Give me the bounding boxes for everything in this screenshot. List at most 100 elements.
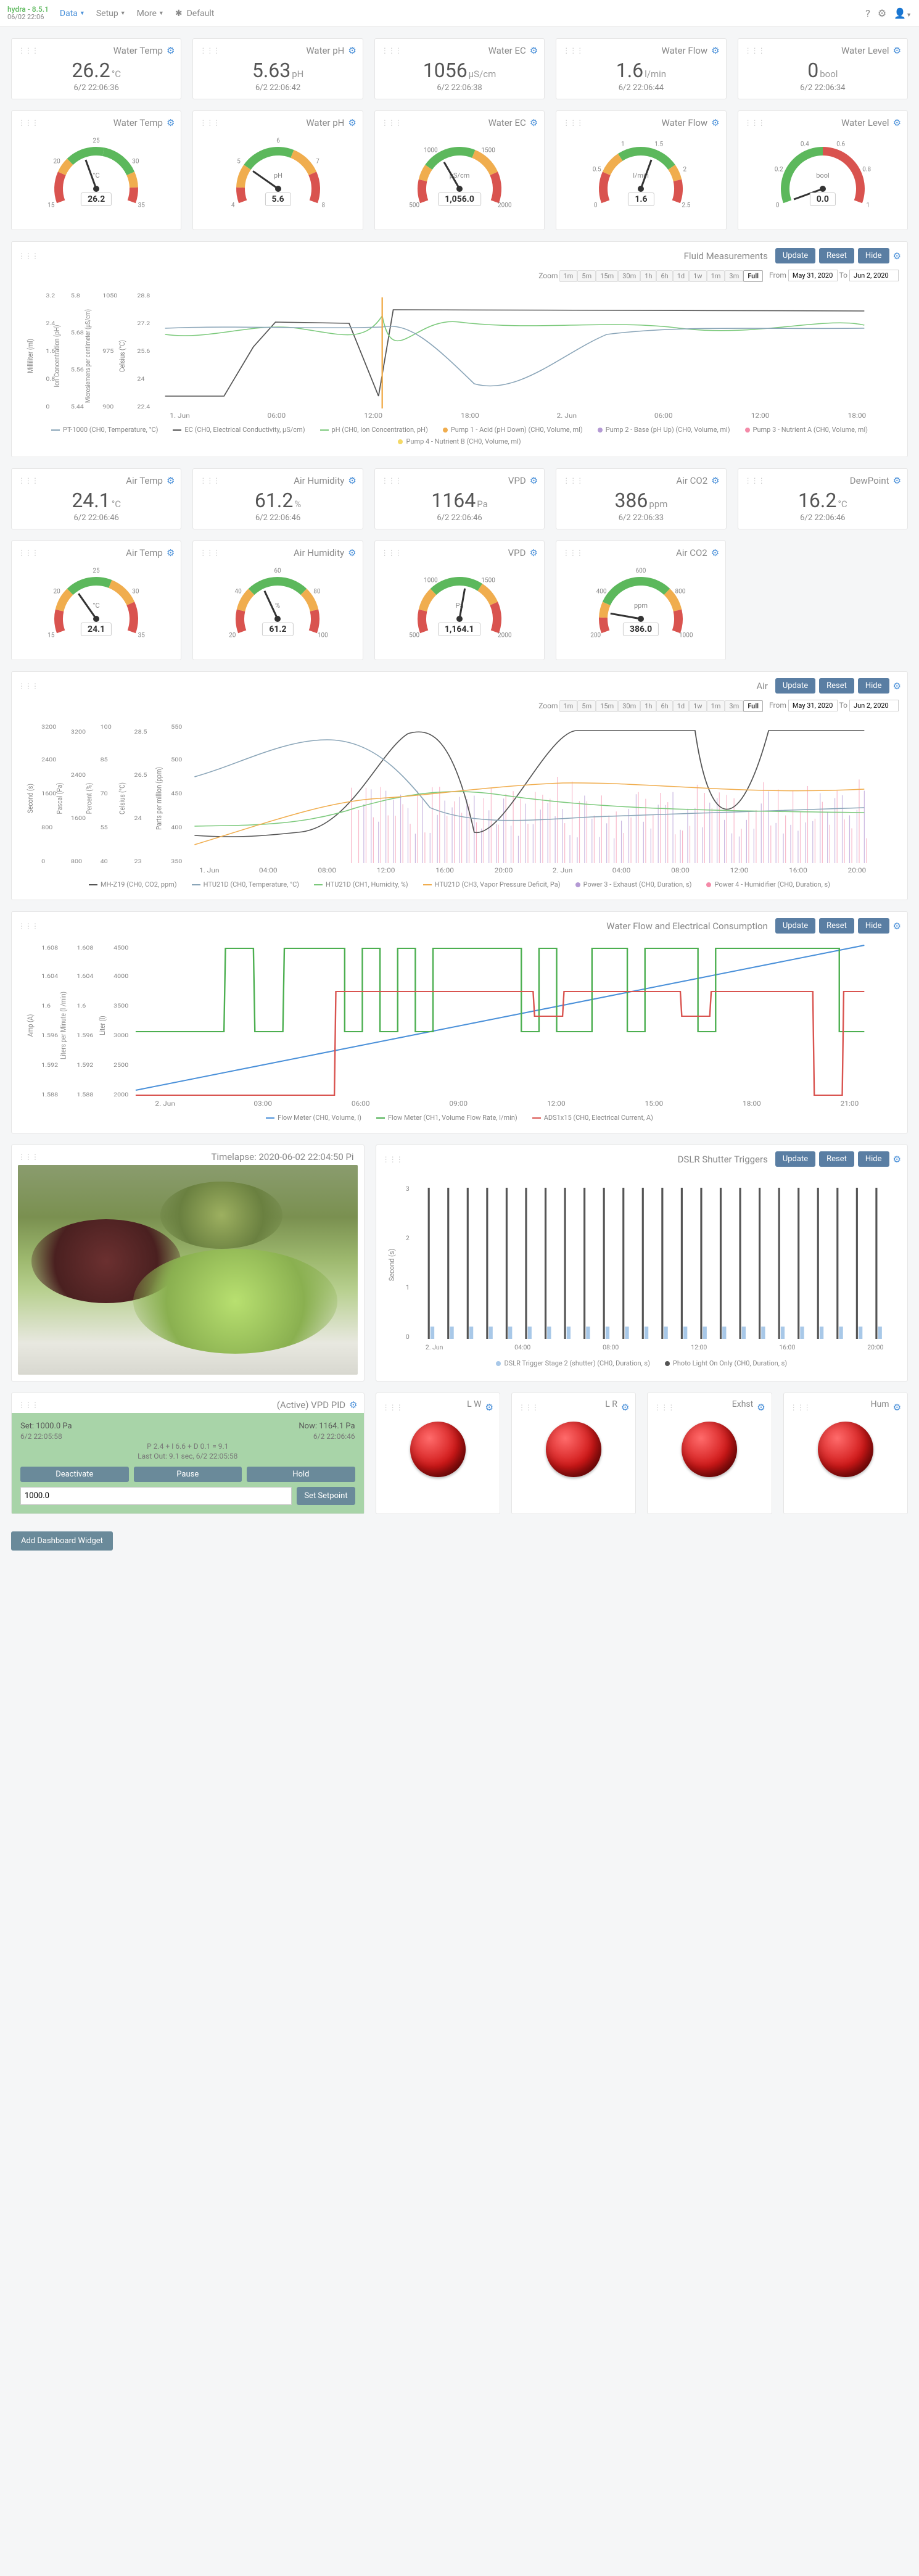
zoom-6h[interactable]: 6h bbox=[656, 270, 672, 282]
drag-handle-icon[interactable]: ⋮⋮⋮ bbox=[18, 682, 38, 690]
gear-icon[interactable]: ⚙ bbox=[530, 117, 538, 128]
nav-setup[interactable]: Setup▼ bbox=[96, 9, 126, 19]
gear-icon[interactable]: ⚙ bbox=[893, 475, 901, 486]
drag-handle-icon[interactable]: ⋮⋮⋮ bbox=[518, 1403, 538, 1412]
air-chart[interactable]: Second (s) Pascal (Pa) Percent (%) Celsi… bbox=[18, 715, 901, 876]
zoom-1h[interactable]: 1h bbox=[640, 270, 656, 282]
drag-handle-icon[interactable]: ⋮⋮⋮ bbox=[18, 476, 38, 485]
legend-item[interactable]: Power 3 - Exhaust (CH0, Duration, s) bbox=[575, 880, 692, 888]
hide-button[interactable]: Hide bbox=[858, 678, 889, 694]
drag-handle-icon[interactable]: ⋮⋮⋮ bbox=[563, 46, 583, 55]
gear-icon[interactable]: ⚙ bbox=[711, 547, 719, 558]
zoom-1m[interactable]: 1m bbox=[707, 700, 725, 712]
drag-handle-icon[interactable]: ⋮⋮⋮ bbox=[381, 118, 402, 127]
drag-handle-icon[interactable]: ⋮⋮⋮ bbox=[199, 549, 220, 557]
zoom-3m[interactable]: 3m bbox=[725, 700, 743, 712]
from-date-input[interactable] bbox=[788, 700, 838, 711]
add-widget-button[interactable]: Add Dashboard Widget bbox=[11, 1531, 113, 1551]
legend-item[interactable]: pH (CH0, Ion Concentration, pH) bbox=[320, 426, 428, 434]
gear-icon[interactable]: ⚙ bbox=[529, 547, 537, 558]
zoom-1w[interactable]: 1w bbox=[689, 270, 706, 282]
zoom-1d[interactable]: 1d bbox=[673, 270, 689, 282]
pause-button[interactable]: Pause bbox=[134, 1467, 242, 1482]
zoom-3m[interactable]: 3m bbox=[725, 270, 743, 282]
drag-handle-icon[interactable]: ⋮⋮⋮ bbox=[382, 1155, 403, 1164]
legend-item[interactable]: DSLR Trigger Stage 2 (shutter) (CH0, Dur… bbox=[496, 1359, 649, 1367]
legend-item[interactable]: Pump 3 - Nutrient A (CH0, Volume, ml) bbox=[745, 426, 868, 434]
gear-icon[interactable]: ⚙ bbox=[711, 45, 719, 56]
gear-icon[interactable]: ⚙ bbox=[530, 475, 538, 486]
deactivate-button[interactable]: Deactivate bbox=[20, 1467, 129, 1482]
zoom-15m[interactable]: 15m bbox=[596, 270, 618, 282]
drag-handle-icon[interactable]: ⋮⋮⋮ bbox=[744, 118, 765, 127]
drag-handle-icon[interactable]: ⋮⋮⋮ bbox=[18, 118, 38, 127]
zoom-30m[interactable]: 30m bbox=[618, 700, 640, 712]
from-date-input[interactable] bbox=[788, 270, 838, 281]
drag-handle-icon[interactable]: ⋮⋮⋮ bbox=[199, 118, 220, 127]
gear-icon[interactable]: ⚙ bbox=[348, 547, 356, 558]
zoom-1m[interactable]: 1m bbox=[559, 700, 578, 712]
nav-data[interactable]: Data▼ bbox=[60, 9, 85, 19]
legend-item[interactable]: HTU21D (CH3, Vapor Pressure Deficit, Pa) bbox=[423, 880, 561, 888]
update-button[interactable]: Update bbox=[775, 918, 815, 934]
to-date-input[interactable] bbox=[849, 270, 899, 281]
gear-icon[interactable]: ⚙ bbox=[893, 1154, 901, 1165]
gear-icon[interactable]: ⚙ bbox=[167, 475, 175, 486]
gear-icon[interactable]: ⚙ bbox=[893, 681, 901, 692]
drag-handle-icon[interactable]: ⋮⋮⋮ bbox=[654, 1403, 674, 1412]
zoom-Full[interactable]: Full bbox=[743, 270, 763, 282]
zoom-Full[interactable]: Full bbox=[743, 700, 763, 712]
zoom-5m[interactable]: 5m bbox=[577, 270, 596, 282]
gear-icon[interactable]: ⚙ bbox=[348, 117, 356, 128]
gear-icon[interactable]: ⚙ bbox=[711, 117, 719, 128]
legend-item[interactable]: EC (CH0, Electrical Conductivity, μS/cm) bbox=[173, 426, 305, 434]
drag-handle-icon[interactable]: ⋮⋮⋮ bbox=[18, 46, 38, 55]
gear-icon[interactable]: ⚙ bbox=[167, 117, 175, 128]
zoom-1m[interactable]: 1m bbox=[707, 270, 725, 282]
gear-icon[interactable]: ⚙ bbox=[167, 45, 175, 56]
gear-icon[interactable]: ⚙ bbox=[893, 251, 901, 262]
update-button[interactable]: Update bbox=[775, 678, 815, 694]
legend-item[interactable]: Pump 2 - Base (pH Up) (CH0, Volume, ml) bbox=[598, 426, 730, 434]
legend-item[interactable]: Power 4 - Humidifier (CH0, Duration, s) bbox=[706, 880, 830, 888]
setpoint-input[interactable] bbox=[20, 1487, 292, 1505]
legend-item[interactable]: HTU21D (CH0, Temperature, °C) bbox=[192, 880, 299, 888]
drag-handle-icon[interactable]: ⋮⋮⋮ bbox=[744, 46, 765, 55]
reset-button[interactable]: Reset bbox=[819, 918, 854, 934]
drag-handle-icon[interactable]: ⋮⋮⋮ bbox=[18, 252, 38, 260]
drag-handle-icon[interactable]: ⋮⋮⋮ bbox=[18, 549, 38, 557]
legend-item[interactable]: Photo Light On Only (CH0, Duration, s) bbox=[665, 1359, 787, 1367]
zoom-1w[interactable]: 1w bbox=[689, 700, 706, 712]
drag-handle-icon[interactable]: ⋮⋮⋮ bbox=[18, 1401, 38, 1409]
gear-icon[interactable]: ⚙ bbox=[711, 475, 719, 486]
gear-icon[interactable]: ⚙ bbox=[893, 1402, 901, 1413]
shutter-chart[interactable]: Second (s) 0123 2. Jun04:0008:0012:0016:… bbox=[382, 1169, 901, 1354]
drag-handle-icon[interactable]: ⋮⋮⋮ bbox=[381, 476, 402, 485]
legend-item[interactable]: HTU21D (CH1, Humidity, %) bbox=[314, 880, 408, 888]
legend-item[interactable]: MH-Z19 (CH0, CO2, ppm) bbox=[89, 880, 177, 888]
help-icon[interactable]: ? bbox=[865, 7, 870, 19]
gear-icon[interactable]: ⚙ bbox=[893, 921, 901, 932]
drag-handle-icon[interactable]: ⋮⋮⋮ bbox=[199, 46, 220, 55]
hide-button[interactable]: Hide bbox=[858, 918, 889, 934]
drag-handle-icon[interactable]: ⋮⋮⋮ bbox=[199, 476, 220, 485]
legend-item[interactable]: Flow Meter (CH1, Volume Flow Rate, l/min… bbox=[376, 1114, 517, 1122]
drag-handle-icon[interactable]: ⋮⋮⋮ bbox=[563, 118, 583, 127]
drag-handle-icon[interactable]: ⋮⋮⋮ bbox=[563, 476, 583, 485]
zoom-1d[interactable]: 1d bbox=[673, 700, 689, 712]
hide-button[interactable]: Hide bbox=[858, 1151, 889, 1167]
reset-button[interactable]: Reset bbox=[819, 248, 854, 263]
set-setpoint-button[interactable]: Set Setpoint bbox=[297, 1487, 355, 1505]
fluid-chart[interactable]: Milliliter (ml) Ion Concentration (pH) M… bbox=[18, 285, 901, 421]
drag-handle-icon[interactable]: ⋮⋮⋮ bbox=[381, 46, 402, 55]
reset-button[interactable]: Reset bbox=[819, 678, 854, 694]
gear-icon[interactable]: ⚙ bbox=[893, 117, 901, 128]
legend-item[interactable]: PT-1000 (CH0, Temperature, °C) bbox=[51, 426, 158, 434]
to-date-input[interactable] bbox=[849, 700, 899, 711]
drag-handle-icon[interactable]: ⋮⋮⋮ bbox=[382, 1403, 403, 1412]
zoom-5m[interactable]: 5m bbox=[577, 700, 596, 712]
gear-icon[interactable]: ⚙ bbox=[348, 45, 356, 56]
gear-icon[interactable]: ⚙ bbox=[348, 475, 356, 486]
update-button[interactable]: Update bbox=[775, 1151, 815, 1167]
gear-icon[interactable]: ⚙ bbox=[167, 547, 175, 558]
